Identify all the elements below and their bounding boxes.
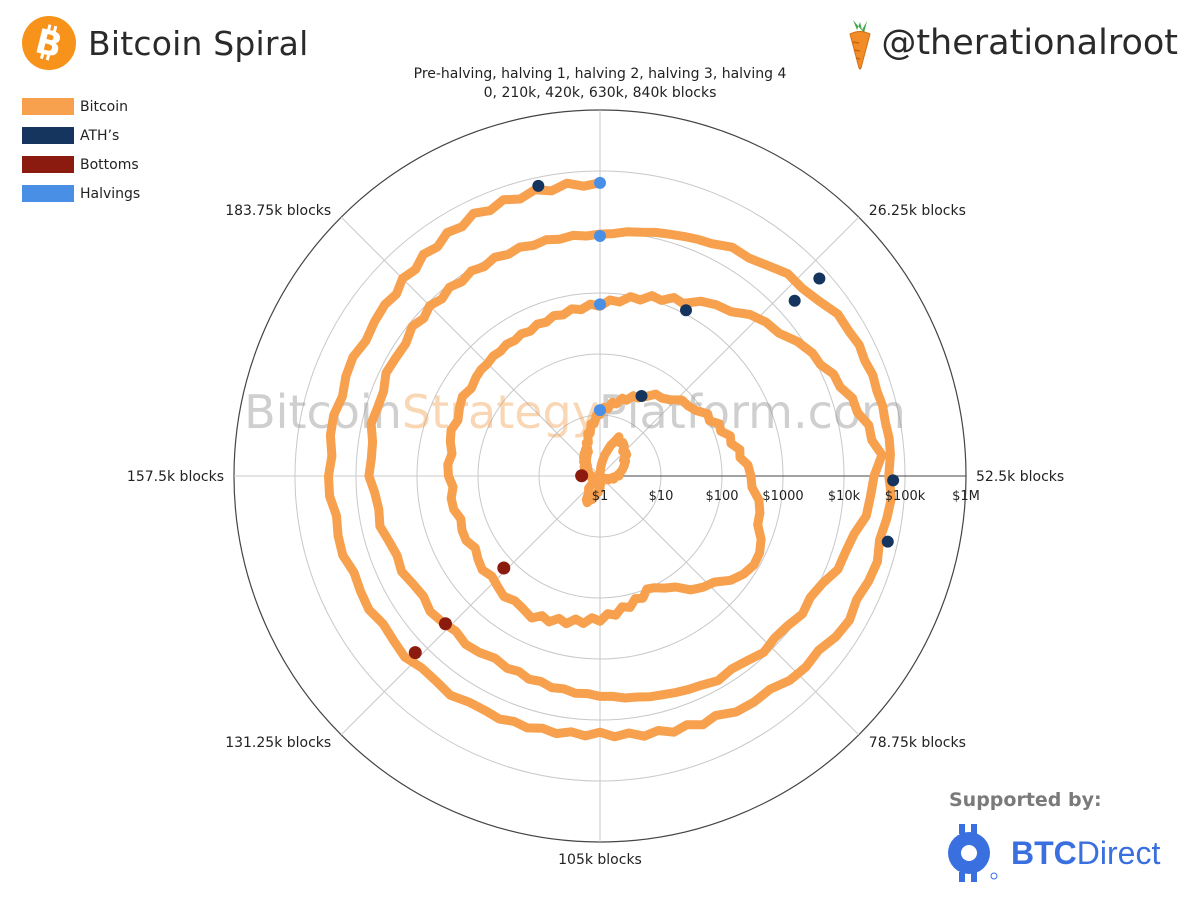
- legend-label-halvings: Halvings: [80, 185, 141, 202]
- header-right: @therationalroot: [845, 16, 1178, 70]
- grid-spoke-5: [340, 475, 601, 736]
- radial-tick-label: $1000: [762, 489, 803, 504]
- radial-tick-label: $10: [649, 489, 674, 504]
- radial-tick-label: $100k: [885, 489, 926, 504]
- angular-label: 183.75k blocks: [225, 203, 331, 219]
- angular-label: 26.25k blocks: [869, 203, 966, 219]
- sponsor-brand[interactable]: BTCDirect: [945, 822, 1160, 884]
- radial-tick-label: $10k: [828, 489, 861, 504]
- ath-marker: [532, 179, 545, 192]
- angular-label: 157.5k blocks: [127, 469, 224, 485]
- btcdirect-logo-icon: [948, 824, 998, 882]
- radial-tick-label: $1M: [952, 489, 980, 504]
- bottom-marker: [575, 469, 589, 483]
- legend-swatch-bottoms: [22, 156, 74, 173]
- legend: Bitcoin ATH’s Bottoms Halvings: [22, 92, 140, 208]
- legend-item-bitcoin[interactable]: Bitcoin: [22, 92, 140, 121]
- bitcoin-series-line: [324, 178, 896, 742]
- ath-marker: [788, 294, 801, 307]
- legend-item-aths[interactable]: ATH’s: [22, 121, 140, 150]
- angular-label: 131.25k blocks: [225, 735, 331, 751]
- angular-label: 52.5k blocks: [976, 469, 1064, 485]
- radial-tick-label: $1: [592, 489, 609, 504]
- bottom-marker: [408, 646, 422, 660]
- angular-label-top-line1: Pre-halving, halving 1, halving 2, halvi…: [414, 66, 787, 82]
- author-handle: @therationalroot: [881, 23, 1178, 63]
- carrot-icon: [849, 20, 871, 70]
- legend-swatch-halvings: [22, 185, 74, 202]
- angular-label-top-line2: 0, 210k, 420k, 630k, 840k blocks: [484, 85, 717, 101]
- supported-by-label: Supported by:: [949, 789, 1102, 811]
- halving-marker: [594, 229, 606, 242]
- angular-label: 78.75k blocks: [869, 735, 966, 751]
- legend-item-halvings[interactable]: Halvings: [22, 179, 140, 208]
- axis-labels: $1 $10 $100 $1000 $10k $100k $1M 26.25k blocks 5…: [127, 203, 1064, 868]
- ath-marker: [813, 272, 826, 285]
- legend-swatch-aths: [22, 127, 74, 144]
- polar-grid: [233, 109, 967, 843]
- series-layer: [324, 176, 900, 742]
- legend-label-bitcoin: Bitcoin: [80, 98, 129, 115]
- page-title: Bitcoin Spiral: [88, 23, 309, 63]
- ath-marker: [635, 390, 648, 403]
- halving-marker: [594, 298, 606, 311]
- grid-spoke-3: [599, 475, 860, 736]
- sponsor-brand-name: BTCDirect: [1011, 834, 1161, 871]
- grid-spoke-1: [599, 216, 860, 477]
- halving-marker: [594, 176, 606, 189]
- ath-marker: [680, 304, 693, 317]
- legend-label-aths: ATH’s: [80, 127, 120, 144]
- bottom-marker: [497, 561, 511, 575]
- bottom-marker: [438, 617, 452, 631]
- ath-marker: [881, 535, 894, 548]
- legend-item-bottoms[interactable]: Bottoms: [22, 150, 140, 179]
- header-left: B Bitcoin Spiral: [22, 16, 308, 70]
- legend-swatch-bitcoin: [22, 98, 74, 115]
- angular-label: 105k blocks: [558, 852, 642, 868]
- radial-tick-label: $100: [705, 489, 738, 504]
- grid-spoke-7: [340, 216, 601, 477]
- bitcoin-logo-icon: B: [22, 16, 76, 70]
- halving-marker: [594, 404, 606, 417]
- ath-marker: [887, 474, 900, 487]
- legend-label-bottoms: Bottoms: [80, 156, 139, 173]
